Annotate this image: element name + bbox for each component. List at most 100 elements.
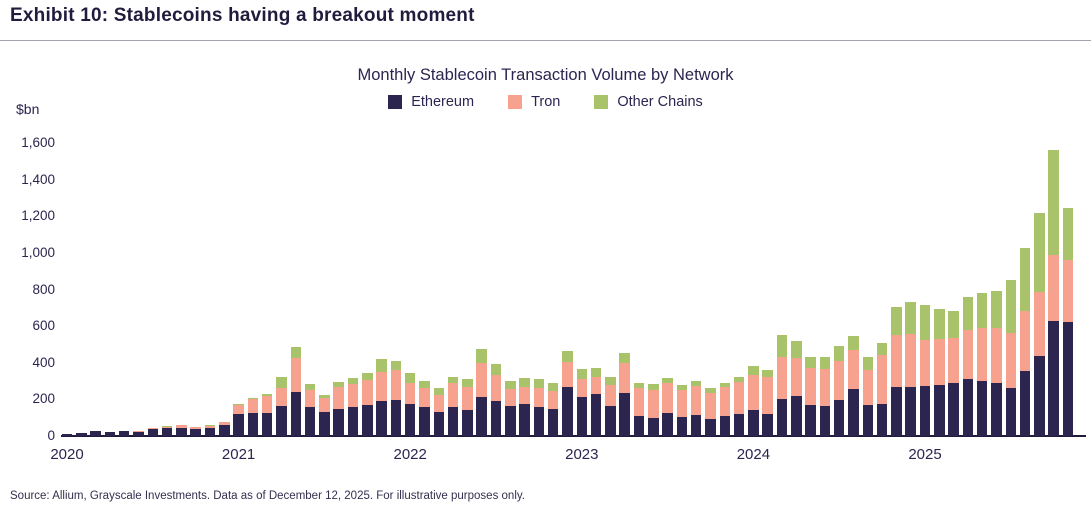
- segment-tron: [462, 386, 473, 410]
- segment-other-chains: [333, 381, 344, 388]
- segment-tron: [204, 425, 216, 428]
- bar-2025-03: [948, 310, 959, 436]
- segment-tron: [547, 390, 559, 410]
- segment-ethereum: [219, 424, 230, 436]
- segment-ethereum: [276, 405, 287, 436]
- y-tick-1,200: 1,200: [21, 208, 55, 224]
- segment-other-chains: [304, 383, 316, 391]
- segment-tron: [219, 422, 230, 425]
- segment-ethereum: [1019, 370, 1031, 436]
- segment-ethereum: [633, 416, 645, 436]
- bar-2022-08: [505, 380, 516, 436]
- segment-tron: [991, 328, 1002, 384]
- ethereum-swatch: [388, 95, 403, 109]
- segment-tron: [319, 398, 330, 412]
- segment-ethereum: [676, 417, 688, 436]
- segment-other-chains: [261, 394, 273, 397]
- bar-2023-11: [719, 382, 731, 436]
- segment-other-chains: [347, 377, 359, 385]
- segment-tron: [633, 388, 645, 417]
- bar-2020-10: [190, 427, 201, 436]
- bar-2023-10: [705, 388, 716, 436]
- bar-2024-01: [748, 366, 759, 436]
- segment-tron: [1048, 254, 1059, 321]
- bar-2021-04: [276, 376, 287, 436]
- segment-tron: [176, 425, 187, 428]
- bar-2020-02: [76, 433, 87, 436]
- bar-2023-06: [648, 383, 659, 436]
- segment-tron: [290, 358, 302, 392]
- segment-ethereum: [362, 405, 373, 436]
- segment-other-chains: [1019, 248, 1031, 311]
- segment-other-chains: [991, 291, 1002, 329]
- segment-other-chains: [633, 382, 645, 389]
- segment-other-chains: [862, 356, 874, 371]
- segment-tron: [805, 368, 816, 406]
- y-tick-200: 200: [32, 391, 55, 407]
- segment-tron: [261, 396, 273, 414]
- bar-2021-01: [233, 404, 244, 436]
- x-label-2025: 2025: [908, 446, 942, 463]
- segment-ethereum: [190, 429, 201, 436]
- segment-ethereum: [390, 400, 402, 436]
- segment-other-chains: [919, 305, 931, 341]
- segment-tron: [662, 383, 673, 414]
- segment-other-chains: [719, 382, 731, 388]
- bar-2022-11: [547, 382, 559, 436]
- segment-ethereum: [833, 400, 845, 436]
- segment-ethereum: [705, 419, 716, 436]
- segment-other-chains: [519, 378, 530, 387]
- segment-ethereum: [519, 403, 530, 436]
- bar-2020-03: [90, 431, 101, 436]
- segment-ethereum: [476, 396, 487, 436]
- bar-2022-06: [476, 349, 487, 436]
- bar-2025-09: [1034, 212, 1045, 436]
- bar-2020-09: [176, 425, 187, 436]
- segment-ethereum: [304, 407, 316, 436]
- segment-ethereum: [762, 413, 773, 436]
- bar-2025-06: [991, 291, 1002, 436]
- segment-ethereum: [662, 413, 673, 436]
- bar-2024-08: [848, 335, 859, 436]
- segment-tron: [333, 387, 344, 410]
- segment-other-chains: [762, 370, 773, 377]
- bar-2023-09: [690, 381, 702, 436]
- segment-tron: [247, 398, 259, 413]
- segment-ethereum: [147, 429, 159, 436]
- segment-tron: [690, 386, 702, 415]
- segment-tron: [862, 370, 874, 406]
- segment-tron: [505, 389, 516, 406]
- segment-ethereum: [404, 403, 416, 436]
- segment-ethereum: [948, 382, 959, 436]
- bar-2020-05: [118, 431, 130, 436]
- segment-tron: [833, 360, 845, 401]
- segment-ethereum: [891, 386, 902, 436]
- segment-other-chains: [805, 357, 816, 369]
- segment-other-chains: [934, 308, 945, 340]
- bar-2022-09: [519, 378, 530, 436]
- segment-other-chains: [690, 381, 702, 386]
- segment-ethereum: [290, 391, 302, 436]
- segment-other-chains: [833, 346, 845, 361]
- legend-label-other-chains: Other Chains: [617, 94, 703, 110]
- y-tick-600: 600: [32, 318, 55, 334]
- segment-tron: [705, 392, 716, 420]
- segment-tron: [733, 381, 745, 414]
- bar-2023-12: [733, 376, 745, 436]
- segment-tron: [390, 370, 402, 401]
- segment-ethereum: [605, 405, 616, 436]
- segment-other-chains: [376, 358, 387, 372]
- bar-2021-02: [247, 398, 259, 436]
- segment-other-chains: [404, 373, 416, 384]
- segment-other-chains: [648, 383, 659, 390]
- segment-ethereum: [648, 418, 659, 436]
- segment-other-chains: [476, 349, 487, 364]
- segment-ethereum: [962, 379, 974, 436]
- segment-other-chains: [676, 385, 688, 391]
- segment-tron: [648, 389, 659, 419]
- segment-other-chains: [490, 364, 502, 375]
- segment-tron: [447, 382, 459, 407]
- segment-other-chains: [776, 335, 788, 358]
- bar-2024-11: [891, 306, 902, 436]
- segment-tron: [934, 339, 945, 386]
